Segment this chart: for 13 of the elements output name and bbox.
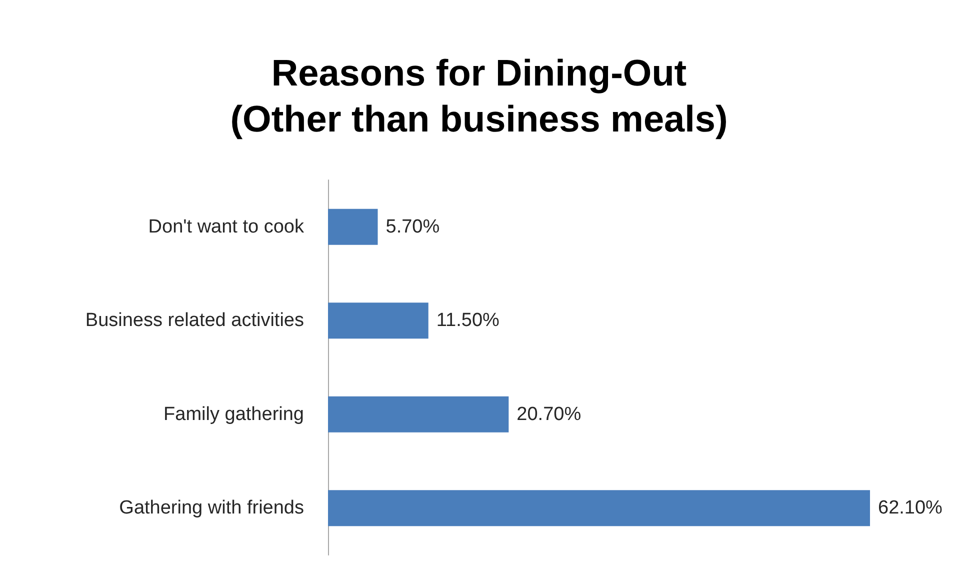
y-tick-label: Family gathering: [164, 404, 304, 425]
bar: [328, 396, 509, 432]
y-tick-label: Business related activities: [85, 310, 304, 332]
data-label: 11.50%: [436, 310, 500, 332]
data-label: 20.70%: [516, 404, 582, 425]
bar: [328, 208, 378, 245]
data-label: 62.10%: [878, 498, 943, 519]
y-tick-label: Don't want to cook: [148, 216, 304, 238]
y-tick-label: Gathering with friends: [119, 498, 304, 519]
data-label: 5.70%: [386, 216, 440, 238]
chart-title: Reasons for Dining-Out (Other than business meals): [230, 52, 728, 140]
bar: [328, 302, 428, 339]
bar: [328, 490, 870, 526]
